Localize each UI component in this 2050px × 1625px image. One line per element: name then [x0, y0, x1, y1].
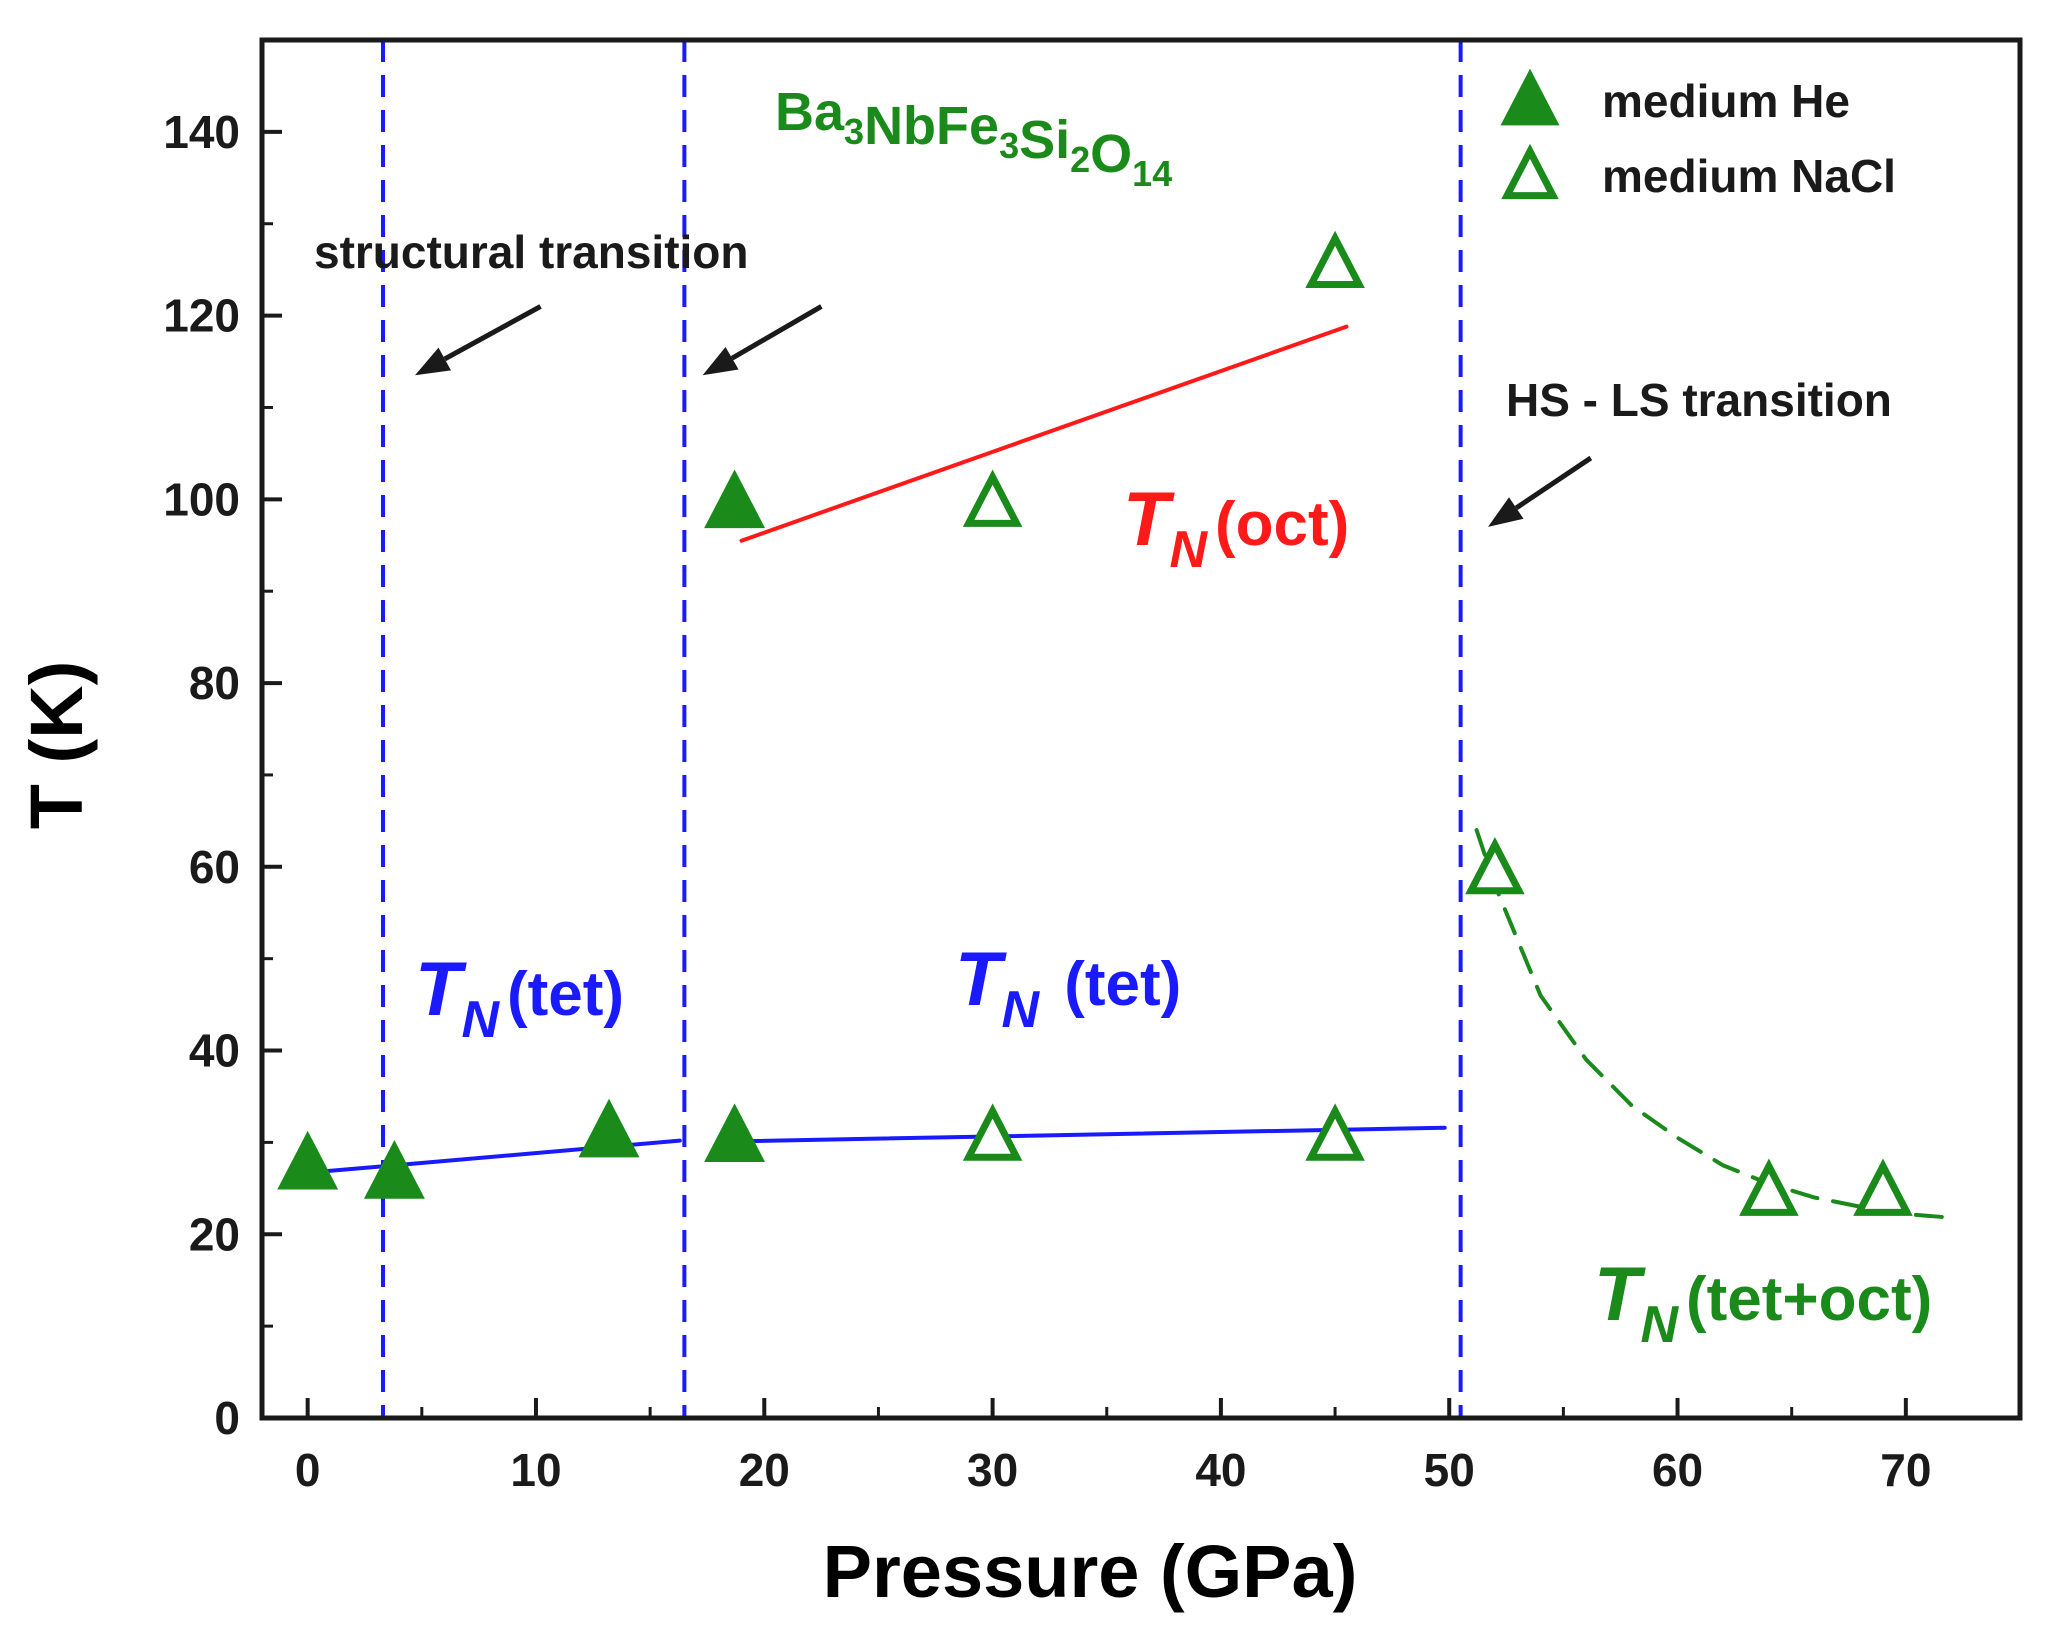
y-tick-label: 0: [214, 1392, 240, 1444]
phase-label-tn-tet-low: TN (tet): [415, 947, 624, 1049]
y-tick-label: 140: [163, 106, 240, 158]
x-tick-label: 0: [295, 1444, 321, 1496]
x-tick-label: 30: [967, 1444, 1018, 1496]
fit-line-oct: [739, 324, 1349, 543]
nacl-point-1: [1305, 1103, 1365, 1161]
arrow-shaft-0: [443, 304, 542, 362]
ticks: 0 10 20 30 40 50 60 70 0 20 40 60 80 100 120 140: [163, 38, 2022, 1496]
arrow-shaft-2: [1514, 455, 1593, 511]
phase-label-tn-oct: TN (oct): [1123, 477, 1349, 579]
plot-frame: [259, 37, 2023, 1421]
x-tick-label: 70: [1880, 1444, 1931, 1496]
he-point-4: [704, 469, 766, 529]
legend: medium He medium NaCl: [1500, 68, 1896, 202]
legend-triangle-open: [1501, 143, 1559, 200]
phase-label-tn-tet-oct: TN (tet+oct): [1594, 1252, 1932, 1354]
y-tick-label: 100: [163, 473, 240, 525]
arrow-head-0: [415, 347, 451, 376]
transition-lines: [381, 40, 1463, 1418]
he-point-3: [704, 1103, 766, 1162]
y-tick-label: 120: [163, 290, 240, 342]
arrow-head-2: [1488, 497, 1524, 527]
y-axis-title: T (K): [15, 661, 98, 830]
fit-lines: [317, 324, 1954, 1220]
legend-label-nacl: medium NaCl: [1602, 150, 1896, 202]
arrow-shaft-1: [730, 304, 823, 361]
legend-marker-open-triangle: [1501, 143, 1559, 200]
he-point-0: [277, 1130, 339, 1190]
axes: [259, 37, 2023, 1421]
arrow-head-1: [702, 347, 739, 376]
hs-ls-transition-label: HS - LS transition: [1506, 374, 1892, 426]
y-tick-label: 60: [189, 841, 240, 893]
legend-triangle-filled: [1500, 68, 1560, 126]
legend-label-he: medium He: [1602, 75, 1850, 127]
nacl-point-3: [1305, 230, 1365, 288]
structural-transition-label: structural transition: [314, 226, 749, 278]
nacl-point-5: [1739, 1158, 1799, 1216]
arrows: [415, 304, 1593, 527]
compound-formula: Ba3NbFe3Si2O14: [775, 82, 1172, 194]
data-points: [277, 230, 1913, 1216]
x-axis-title: Pressure (GPa): [823, 1530, 1358, 1613]
x-tick-label: 40: [1195, 1444, 1246, 1496]
phase-label-tn-tet-high: TN (tet): [955, 937, 1181, 1039]
x-tick-label: 10: [510, 1444, 561, 1496]
nacl-point-2: [962, 469, 1023, 527]
fit-line-tet+oct: [1474, 828, 1954, 1220]
y-tick-label: 20: [189, 1208, 240, 1260]
x-tick-label: 60: [1652, 1444, 1703, 1496]
he-point-2: [578, 1098, 640, 1158]
x-tick-label: 50: [1424, 1444, 1475, 1496]
he-point-1: [363, 1140, 425, 1199]
nacl-point-6: [1853, 1158, 1913, 1216]
y-tick-label: 40: [189, 1025, 240, 1077]
nacl-point-4: [1465, 837, 1525, 895]
legend-marker-filled-triangle: [1500, 68, 1560, 126]
x-tick-label: 20: [739, 1444, 790, 1496]
y-tick-label: 80: [189, 657, 240, 709]
nacl-point-0: [962, 1103, 1023, 1161]
